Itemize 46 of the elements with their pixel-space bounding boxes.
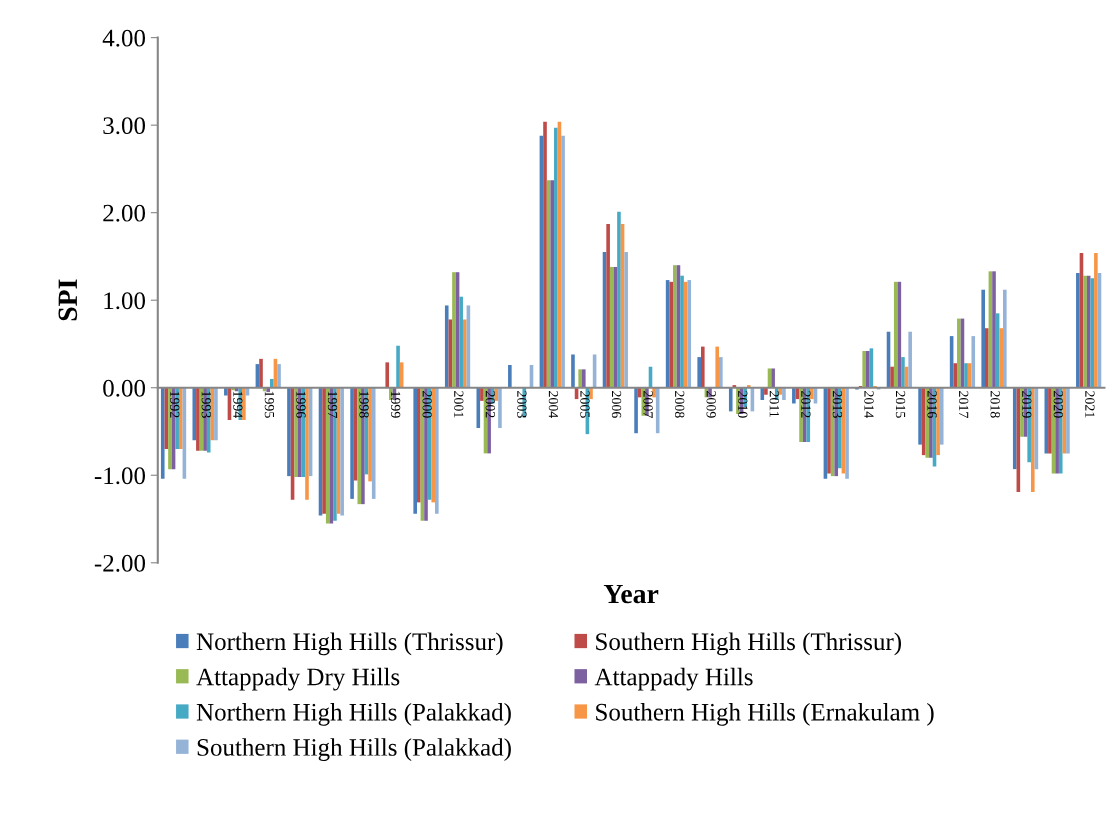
x-axis-title: Year (603, 584, 659, 604)
legend-label: Northern High Hills (Palakkad) (196, 703, 511, 726)
legend-label: Southern High Hills (Ernakulam ) (596, 703, 934, 726)
x-tick-label: 2008 (674, 391, 685, 418)
x-tick-label: 1994 (233, 391, 243, 419)
x-tick-label: 2012 (801, 391, 811, 418)
x-tick-label: 1999 (390, 391, 401, 418)
x-tick-label: 1993 (201, 391, 211, 418)
x-tick-label: 1992 (170, 391, 180, 418)
legend-label: Southern High Hills (Palakkad) (197, 738, 511, 762)
x-tick-label: 2017 (958, 391, 969, 418)
x-tick-label: 2018 (990, 391, 1000, 418)
x-tick-label: 2019 (1022, 391, 1032, 418)
x-tick-label: 2015 (895, 391, 906, 418)
x-tick-label: 2014 (864, 391, 874, 419)
y-tick-label: 2.00 (103, 204, 146, 222)
y-axis-title: SPI (58, 279, 78, 321)
legend-label: Northern High Hills (Thrissur) (196, 632, 503, 656)
x-tick-label: 2009 (706, 391, 716, 418)
y-tick-label: 3.00 (103, 117, 146, 135)
x-tick-label: 2011 (769, 391, 780, 417)
x-tick-label: 2000 (422, 391, 432, 418)
y-tick-label: -2.00 (94, 554, 146, 572)
x-tick-label: 1995 (264, 391, 275, 418)
y-tick-label: 4.00 (102, 29, 146, 47)
x-tick-label: 2016 (927, 391, 937, 418)
x-tick-label: 2010 (738, 391, 748, 418)
x-tick-label: 2007 (643, 391, 653, 418)
y-tick-label: -1.00 (94, 467, 146, 485)
x-tick-label: 2002 (485, 391, 496, 418)
x-tick-label: 2021 (1085, 391, 1095, 418)
legend-label: Attappady Hills (594, 667, 753, 691)
legend-label: Attappady Dry Hills (196, 667, 400, 691)
x-tick-label: 2001 (454, 391, 464, 418)
x-tick-label: 1996 (296, 391, 306, 418)
legend-label: Southern High Hills (Thrissur) (596, 632, 902, 656)
x-tick-label: 1997 (327, 391, 338, 418)
x-tick-label: 2006 (611, 391, 622, 418)
x-tick-label: 2013 (832, 391, 843, 418)
x-tick-label: 2003 (517, 391, 527, 418)
x-tick-label: 2020 (1053, 391, 1064, 418)
y-tick-label: 0.00 (103, 379, 146, 397)
x-tick-label: 2005 (580, 391, 590, 418)
y-tick-label: 1.00 (104, 292, 146, 310)
x-tick-label: 1998 (359, 391, 369, 418)
x-tick-label: 2004 (548, 391, 559, 419)
